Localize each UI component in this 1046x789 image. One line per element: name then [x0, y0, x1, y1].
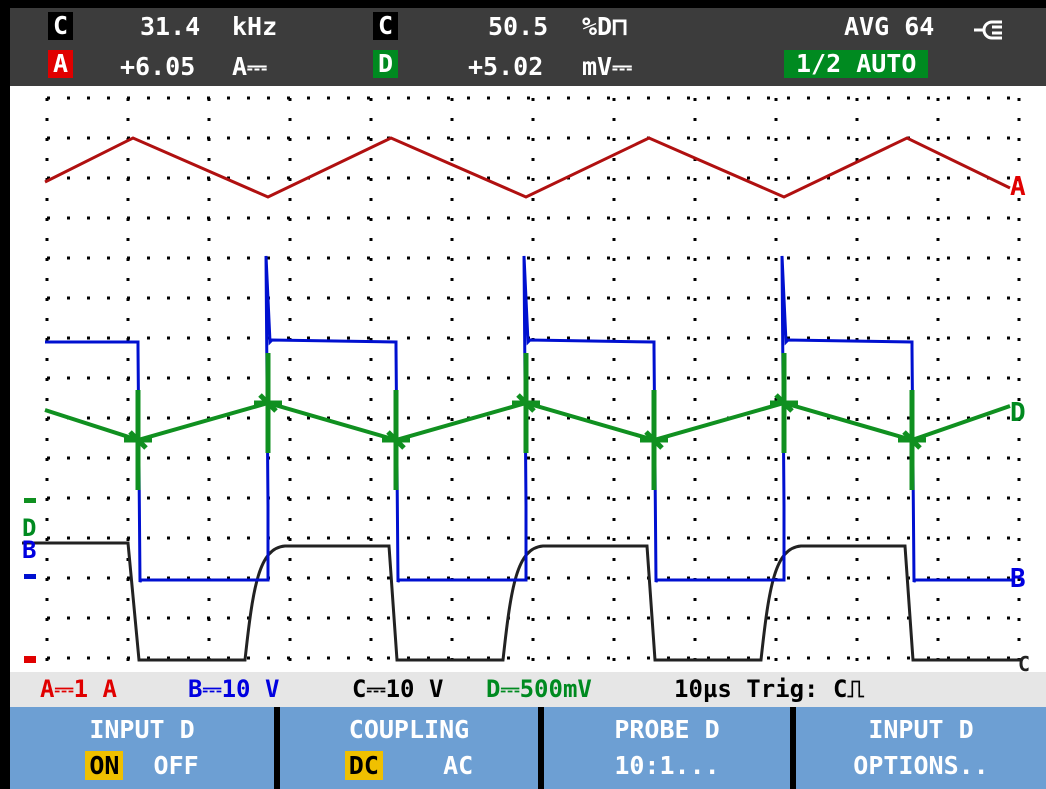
trace-a	[44, 136, 1011, 199]
marker	[24, 498, 36, 503]
softkey[interactable]: INPUT D OPTIONS..	[796, 707, 1046, 789]
marker	[24, 574, 36, 579]
softkey-title: PROBE D	[614, 715, 720, 744]
plot-area: A D B C D B	[10, 86, 1046, 676]
trace-c	[22, 541, 1020, 662]
channel-tag: C	[373, 12, 399, 40]
channel-tag: A	[48, 50, 74, 78]
reading-value: +6.05	[120, 52, 196, 81]
status-d: D⎓500mV	[486, 675, 592, 703]
option: 10:1...	[614, 751, 720, 780]
power-icon	[974, 20, 1002, 40]
status-b: B⎓10 V	[188, 675, 280, 703]
softkey-bar: INPUT D ON OFF COUPLING DC AC PROBE D 10…	[10, 707, 1046, 789]
marker-d: D	[22, 514, 37, 542]
reading-unit: kHz	[232, 12, 278, 41]
burst	[512, 353, 540, 453]
burst	[640, 390, 668, 490]
reading-unit: %D⊓	[582, 12, 628, 41]
softkey-title: COUPLING	[348, 715, 470, 744]
option: AC	[443, 751, 474, 780]
marker	[24, 656, 36, 663]
softkey-title: INPUT D	[89, 715, 195, 744]
softkey-title: INPUT D	[868, 715, 974, 744]
channel-tag: D	[373, 50, 399, 78]
status-c: C⎓10 V	[352, 675, 444, 703]
reading-value: 50.5	[488, 12, 549, 41]
status-bar: A⎓1 A B⎓10 V C⎓10 V D⎓500mV 10µs Trig: C…	[10, 672, 1046, 707]
option-active: ON	[85, 751, 124, 780]
header: C 31.4 kHz A +6.05 A⎓ C 50.5 %D⊓ D +5.02…	[10, 8, 1046, 86]
trace-b	[45, 255, 1015, 583]
trace-label-d: D	[1010, 398, 1026, 428]
reading-value: +5.02	[468, 52, 544, 81]
marker-b: B	[22, 536, 37, 564]
reading-unit: A⎓	[232, 52, 268, 81]
burst	[770, 353, 798, 453]
timebase: 10µs Trig: C⎍	[674, 675, 865, 703]
burst	[124, 390, 152, 490]
option: OPTIONS..	[853, 751, 989, 780]
option: OFF	[153, 751, 199, 780]
burst	[254, 353, 282, 453]
status-a: A⎓1 A	[40, 675, 117, 703]
option-active: DC	[344, 751, 383, 780]
softkey[interactable]: INPUT D ON OFF	[10, 707, 274, 789]
softkey[interactable]: COUPLING DC AC	[280, 707, 538, 789]
trace-label-a: A	[1010, 172, 1026, 202]
waveform-display	[22, 96, 1021, 663]
channel-tag: C	[48, 12, 74, 40]
trace-label-c: C	[1018, 652, 1031, 676]
reading-value: 31.4	[140, 12, 201, 41]
trace-label-b: B	[1010, 564, 1026, 594]
reading-unit: mV⎓	[582, 52, 633, 81]
averaging: AVG 64	[844, 12, 935, 41]
mode: 1/2 AUTO	[784, 50, 929, 78]
burst	[898, 390, 926, 490]
softkey[interactable]: PROBE D 10:1...	[544, 707, 790, 789]
burst	[382, 390, 410, 490]
